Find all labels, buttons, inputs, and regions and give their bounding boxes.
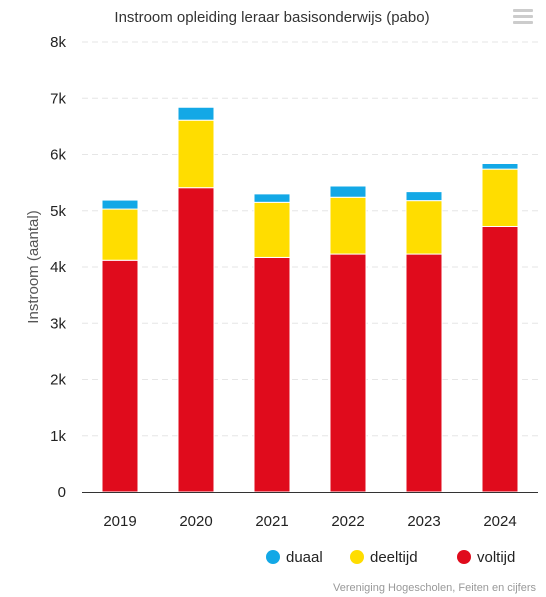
bar-stack-2023[interactable] [405, 191, 443, 493]
bar-voltijd-2023[interactable] [405, 253, 443, 493]
bar-deeltijd-2021[interactable] [253, 201, 291, 258]
x-tick-label: 2019 [103, 513, 136, 530]
bar-stack-2020[interactable] [177, 106, 215, 493]
chart-menu-button[interactable] [512, 6, 534, 26]
legend-label: deeltijd [370, 549, 418, 566]
bar-voltijd-2024[interactable] [481, 226, 519, 493]
legend-marker [350, 550, 364, 564]
chart-credits[interactable]: Vereniging Hogescholen, Feiten en cijfer… [333, 582, 537, 594]
y-tick-label: 8k [50, 34, 66, 51]
x-tick-label: 2022 [331, 513, 364, 530]
bar-duaal-2024[interactable] [481, 163, 519, 170]
bar-voltijd-2020[interactable] [177, 187, 215, 493]
bars [101, 106, 519, 493]
y-tick-label: 0 [58, 484, 66, 501]
bar-stack-2024[interactable] [481, 163, 519, 493]
y-axis-title: Instroom (aantal) [25, 210, 42, 323]
bar-deeltijd-2023[interactable] [405, 200, 443, 255]
hamburger-menu-icon [513, 9, 533, 24]
x-tick-label: 2021 [255, 513, 288, 530]
bar-duaal-2022[interactable] [329, 185, 367, 198]
bar-voltijd-2021[interactable] [253, 256, 291, 493]
legend-item-duaal[interactable]: duaal [266, 549, 323, 566]
bar-voltijd-2022[interactable] [329, 253, 367, 493]
bar-deeltijd-2020[interactable] [177, 119, 215, 189]
grid-lines [82, 41, 538, 437]
bar-duaal-2019[interactable] [101, 199, 139, 210]
bar-duaal-2023[interactable] [405, 191, 443, 202]
bar-duaal-2021[interactable] [253, 193, 291, 203]
legend-label: voltijd [477, 549, 515, 566]
legend-marker [457, 550, 471, 564]
y-tick-label: 4k [50, 259, 66, 276]
y-tick-label: 2k [50, 372, 66, 389]
y-tick-label: 5k [50, 203, 66, 220]
legend-item-deeltijd[interactable]: deeltijd [350, 549, 418, 566]
y-tick-label: 7k [50, 90, 66, 107]
bar-deeltijd-2022[interactable] [329, 196, 367, 255]
bar-stack-2022[interactable] [329, 185, 367, 493]
bar-voltijd-2019[interactable] [101, 259, 139, 493]
x-tick-label: 2024 [483, 513, 516, 530]
bar-duaal-2020[interactable] [177, 106, 215, 121]
y-axis-ticks: 0 1k 2k 3k 4k 5k 6k 7k 8k [50, 34, 66, 501]
y-tick-label: 1k [50, 428, 66, 445]
chart-title: Instroom opleiding leraar basisonderwijs… [114, 9, 429, 26]
bar-stack-2021[interactable] [253, 193, 291, 493]
bar-stack-2019[interactable] [101, 199, 139, 493]
y-tick-label: 6k [50, 147, 66, 164]
legend: duaal deeltijd voltijd [266, 549, 515, 566]
legend-label: duaal [286, 549, 323, 566]
bar-deeltijd-2024[interactable] [481, 168, 519, 227]
legend-marker [266, 550, 280, 564]
legend-item-voltijd[interactable]: voltijd [457, 549, 515, 566]
x-tick-label: 2023 [407, 513, 440, 530]
y-tick-label: 3k [50, 315, 66, 332]
x-tick-label: 2020 [179, 513, 212, 530]
bar-deeltijd-2019[interactable] [101, 208, 139, 261]
x-axis-ticks: 2019 2020 2021 2022 2023 2024 [103, 513, 516, 530]
